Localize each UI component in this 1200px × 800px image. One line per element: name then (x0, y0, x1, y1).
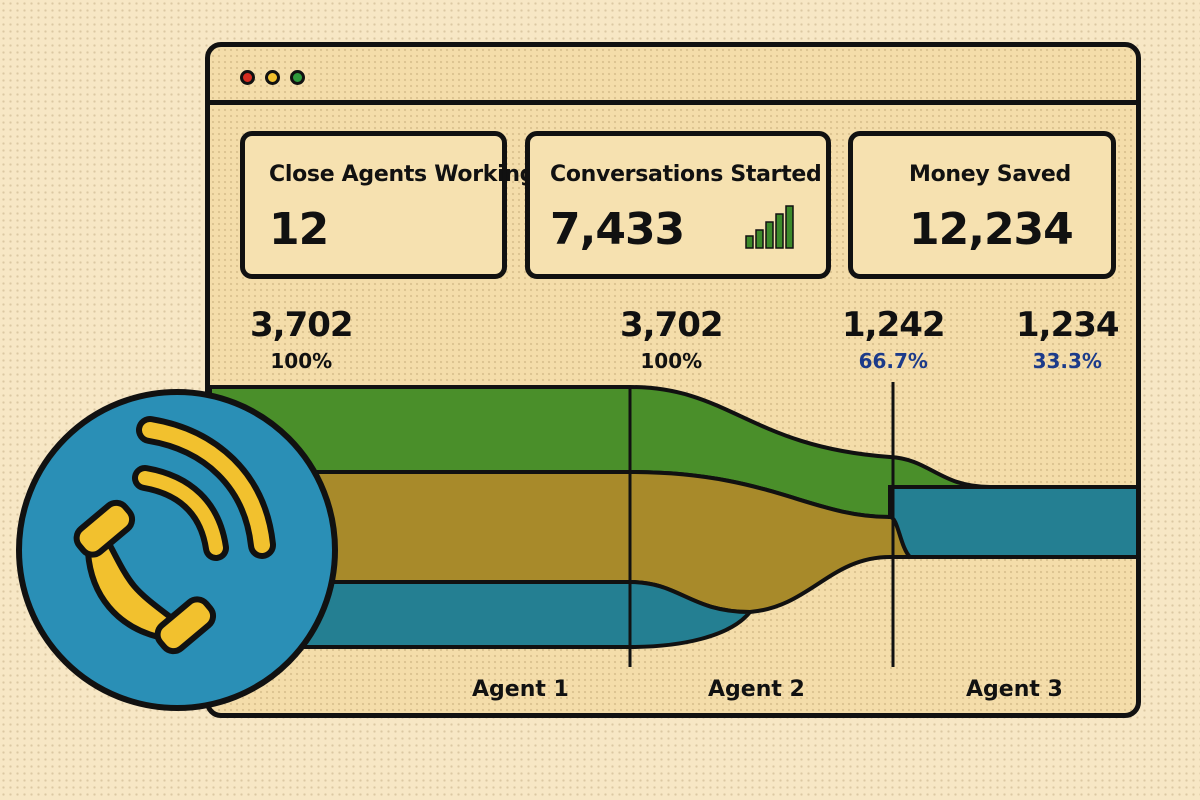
stat-number: 1,242 (842, 305, 946, 345)
phone-badge[interactable] (0, 0, 360, 800)
flow-band-teal-upper (888, 485, 1136, 559)
stat-stage-4: 1,234 33.3% (1016, 305, 1120, 373)
stat-number: 3,702 (250, 305, 354, 345)
card-agents-working[interactable]: Close Agents Working 12 (240, 131, 535, 279)
card-value: 12 (269, 204, 329, 255)
stat-stage-3: 1,242 66.7% (842, 305, 946, 373)
stat-percent: 100% (270, 349, 333, 373)
phone-icon (73, 499, 217, 655)
minimize-window-button[interactable] (265, 70, 280, 85)
close-window-button[interactable] (240, 70, 255, 85)
card-value: 12,234 (909, 204, 1074, 255)
card-conversations-started[interactable]: Conversations Started 7,433 (525, 131, 831, 279)
flow-band-teal-lower (210, 580, 755, 649)
stat-percent: 100% (640, 349, 703, 373)
card-label: Close Agents Working (269, 162, 536, 187)
stat-percent: 33.3% (1032, 349, 1102, 373)
stat-stage-2: 3,702 100% (620, 305, 724, 373)
card-label: Money Saved (909, 162, 1071, 187)
sankey-flow (210, 382, 1136, 667)
stat-number: 3,702 (620, 305, 724, 345)
stat-stage-1: 3,702 100% (250, 305, 354, 373)
card-money-saved[interactable]: Money Saved 12,234 (848, 131, 1116, 279)
card-label: Conversations Started (550, 162, 822, 187)
agent-label: Agent 2 (708, 677, 805, 702)
agent-label: Agent 1 (472, 677, 569, 702)
signal-bars-icon (745, 205, 794, 249)
title-bar (210, 47, 1136, 105)
agent-label: Agent 3 (966, 677, 1063, 702)
dashboard-window: Close Agents Working 12 Conversations St… (205, 42, 1141, 718)
maximize-window-button[interactable] (290, 70, 305, 85)
stat-number: 1,234 (1016, 305, 1120, 345)
stat-percent: 66.7% (858, 349, 928, 373)
card-value: 7,433 (550, 204, 685, 255)
